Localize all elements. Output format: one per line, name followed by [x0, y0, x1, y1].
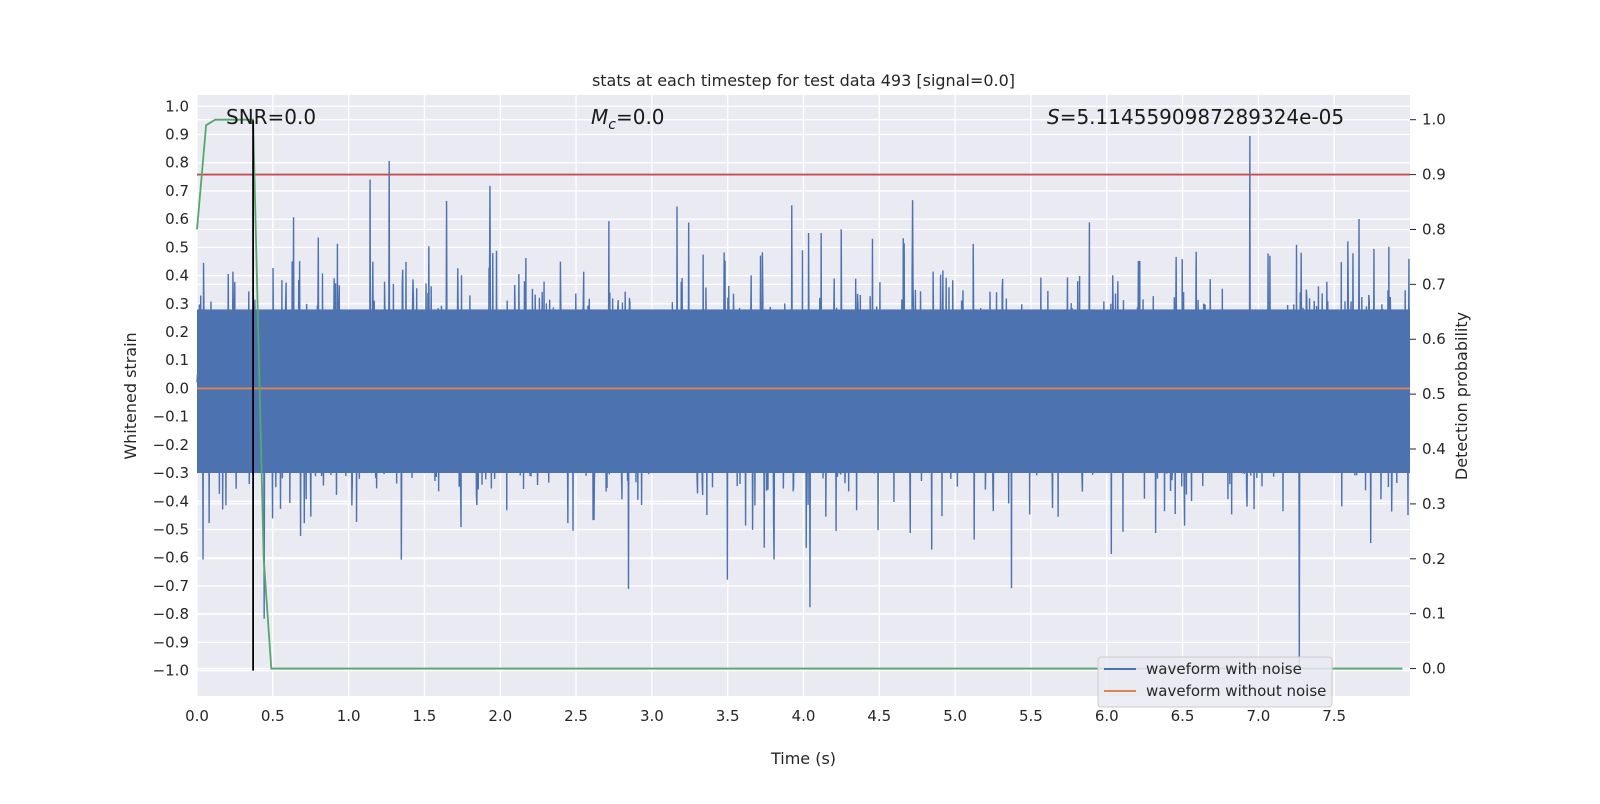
- x-tick-label: 3.5: [716, 707, 740, 725]
- left-y-tick-label: −0.4: [153, 492, 189, 510]
- x-tick-label: 7.0: [1246, 707, 1270, 725]
- x-tick-label: 4.5: [867, 707, 891, 725]
- left-y-tick-label: −0.5: [153, 521, 189, 539]
- x-tick-label: 1.0: [337, 707, 361, 725]
- right-y-axis-label: Detection probability: [1452, 312, 1471, 480]
- right-y-tick-labels: 1.0 0.9 0.8 0.7 0.6 0.5 0.4 0.3 0.2 0.1 0.0: [1410, 111, 1446, 678]
- left-y-tick-label: 0.8: [165, 154, 189, 172]
- right-y-tick-label: 0.1: [1422, 605, 1446, 623]
- x-tick-label: 0.5: [261, 707, 285, 725]
- waveform-with-noise-series: [196, 136, 1411, 671]
- legend-label-noise: waveform with noise: [1146, 660, 1302, 678]
- left-y-tick-label: 1.0: [165, 97, 189, 115]
- left-y-tick-label: −0.2: [153, 436, 189, 454]
- mc-annotation: Mc=0.0: [591, 105, 665, 133]
- mc-subscript: c: [608, 117, 616, 133]
- left-y-tick-label: −0.8: [153, 605, 189, 623]
- x-tick-label: 0.0: [185, 707, 209, 725]
- right-y-tick-label: 0.5: [1422, 385, 1446, 403]
- x-tick-labels: 0.0 0.5 1.0 1.5 2.0 2.5 3.0 3.5 4.0 4.5 5.0 5.5 6.0 6…: [185, 707, 1346, 725]
- left-y-tick-labels: 1.0 0.9 0.8 0.7 0.6 0.5 0.4 0.3 0.2 0.1 0.0 −0.1 −0.…: [153, 97, 189, 679]
- detection-probability-series: [196, 118, 1403, 670]
- s-annotation: S=5.1145590987289324e-05: [1047, 105, 1344, 129]
- left-y-tick-label: 0.4: [165, 267, 189, 285]
- chart-title: stats at each timestep for test data 493…: [592, 71, 1015, 90]
- left-y-tick-label: 0.0: [165, 379, 189, 397]
- x-tick-label: 6.5: [1171, 707, 1195, 725]
- snr-annotation: SNR=0.0: [226, 105, 316, 129]
- right-y-tick-label: 0.7: [1422, 275, 1446, 293]
- x-tick-label: 7.5: [1322, 707, 1346, 725]
- right-y-tick-label: 0.6: [1422, 330, 1446, 348]
- right-y-tick-label: 0.0: [1422, 660, 1446, 678]
- mc-value: =0.0: [616, 105, 665, 129]
- left-y-tick-label: 0.5: [165, 238, 189, 256]
- left-y-axis-label: Whitened strain: [121, 332, 140, 459]
- left-y-tick-label: 0.1: [165, 351, 189, 369]
- right-y-tick-label: 0.2: [1422, 550, 1446, 568]
- x-tick-label: 2.0: [488, 707, 512, 725]
- s-symbol: S: [1047, 105, 1060, 129]
- legend-label-clean: waveform without noise: [1146, 682, 1326, 700]
- right-y-tick-label: 0.3: [1422, 495, 1446, 513]
- x-tick-label: 5.5: [1019, 707, 1043, 725]
- detection-probability-line: [196, 118, 1403, 670]
- left-y-tick-label: 0.7: [165, 182, 189, 200]
- right-y-tick-label: 1.0: [1422, 111, 1446, 129]
- left-y-tick-label: 0.2: [165, 323, 189, 341]
- left-y-tick-label: 0.9: [165, 126, 189, 144]
- right-y-tick-label: 0.9: [1422, 166, 1446, 184]
- left-y-tick-label: −0.7: [153, 577, 189, 595]
- right-y-tick-label: 0.4: [1422, 440, 1446, 458]
- legend-box: [1097, 656, 1333, 708]
- mc-symbol: M: [591, 105, 608, 129]
- legend: waveform with noise waveform without noi…: [1097, 656, 1333, 708]
- x-tick-label: 5.0: [943, 707, 967, 725]
- left-y-tick-label: −1.0: [153, 662, 189, 680]
- x-tick-label: 3.0: [640, 707, 664, 725]
- s-value: =5.1145590987289324e-05: [1060, 105, 1344, 129]
- x-tick-label: 6.0: [1095, 707, 1119, 725]
- left-y-tick-label: −0.6: [153, 549, 189, 567]
- left-y-tick-label: 0.3: [165, 295, 189, 313]
- right-y-tick-label: 0.8: [1422, 220, 1446, 238]
- left-y-tick-label: −0.9: [153, 633, 189, 651]
- x-axis-label: Time (s): [770, 749, 836, 768]
- x-tick-label: 4.0: [792, 707, 816, 725]
- left-y-tick-label: −0.1: [153, 408, 189, 426]
- x-tick-label: 2.5: [564, 707, 588, 725]
- waveform-with-noise-core: [197, 309, 1410, 474]
- left-y-tick-label: 0.6: [165, 210, 189, 228]
- x-tick-label: 1.5: [413, 707, 437, 725]
- left-y-tick-label: −0.3: [153, 464, 189, 482]
